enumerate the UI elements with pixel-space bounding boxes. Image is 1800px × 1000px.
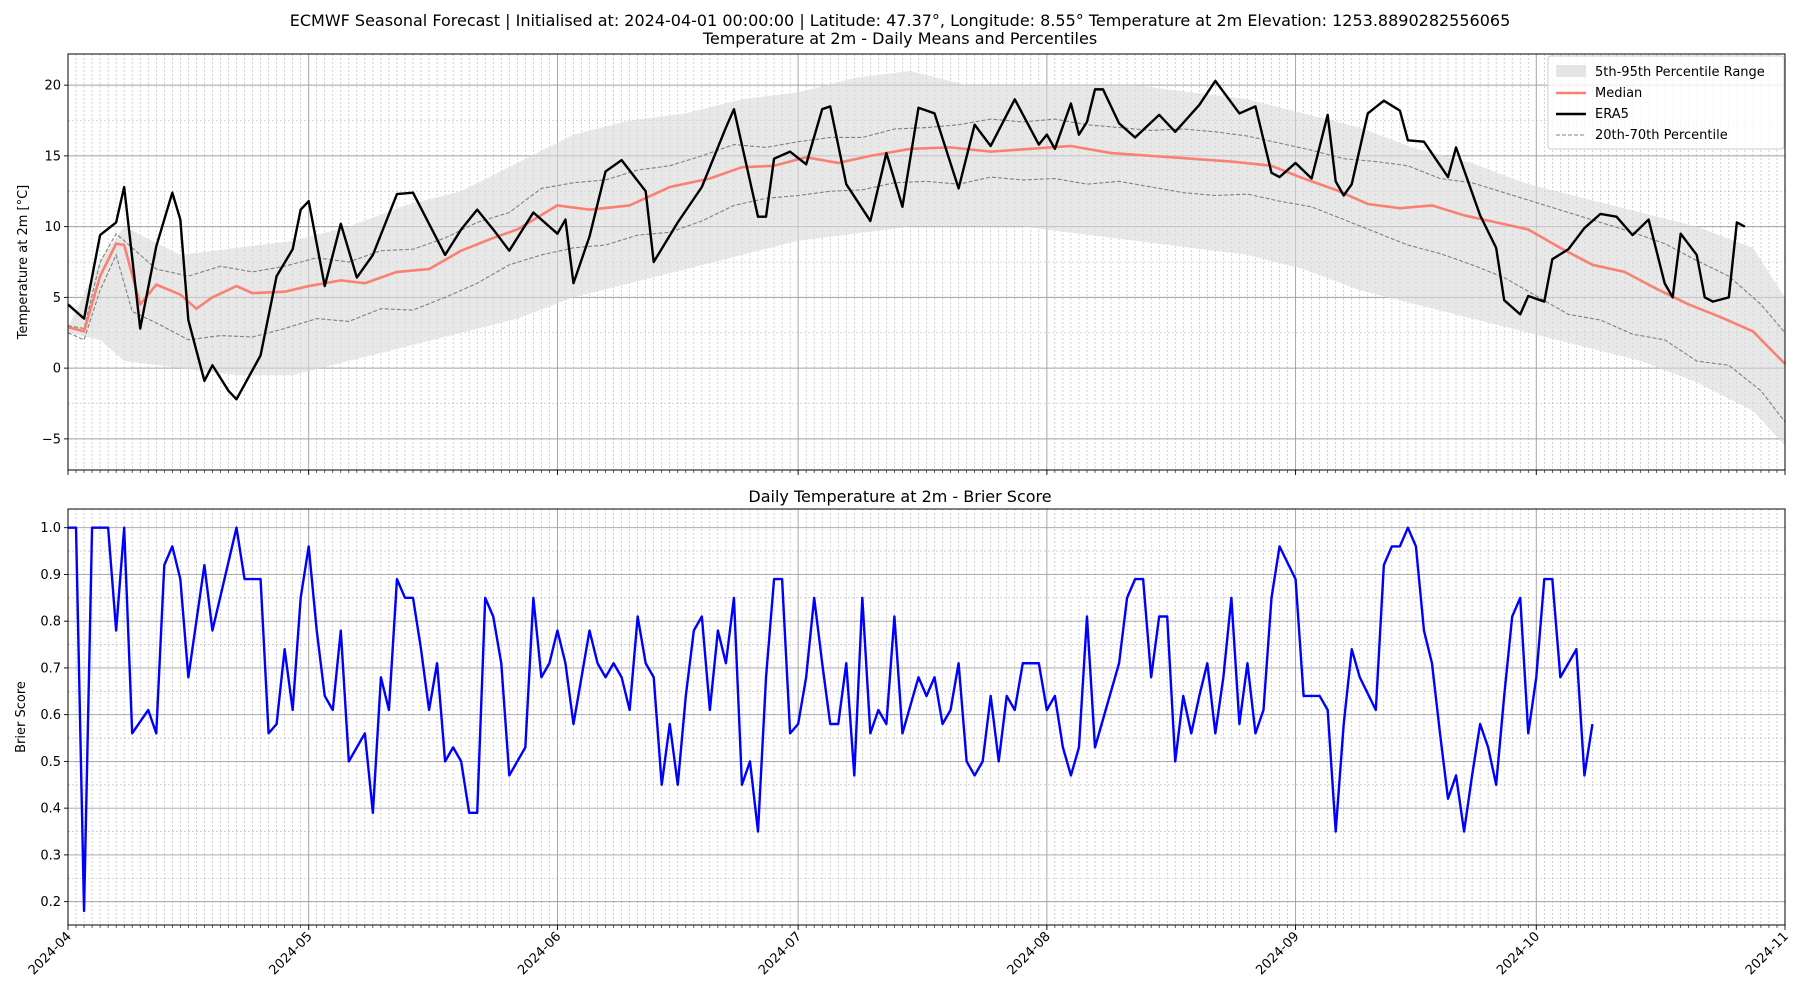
legend-label-percentile: 20th-70th Percentile	[1595, 128, 1728, 143]
top-y-tick-label: 20	[44, 79, 61, 94]
legend-swatch-band	[1556, 65, 1586, 77]
legend-label-median: Median	[1595, 86, 1642, 101]
figure-suptitle: ECMWF Seasonal Forecast | Initialised at…	[290, 11, 1511, 30]
bottom-y-tick-label: 0.8	[40, 615, 61, 630]
bottom-chart-grid	[67, 509, 1786, 926]
bottom-y-tick-label: 0.2	[40, 895, 61, 910]
bottom-chart-title: Daily Temperature at 2m - Brier Score	[748, 487, 1051, 506]
top-y-tick-label: 0	[53, 362, 61, 377]
bottom-y-tick-label: 0.7	[40, 661, 61, 676]
median-line	[67, 144, 1786, 365]
bottom-y-tick-label: 0.6	[40, 708, 61, 723]
bottom-y-tick-label: 1.0	[40, 521, 61, 536]
top-y-tick-label: 15	[44, 149, 61, 164]
bottom-chart-axes: 0.2 0.3 0.4 0.5 0.6 0.7 0.8 0.9 1.0	[40, 508, 1786, 930]
top-y-axis-label: Temperature at 2m [°C]	[16, 185, 31, 340]
era5-line	[67, 79, 1746, 401]
bottom-y-tick-label: 0.9	[40, 568, 61, 583]
top-y-tick-label: 5	[53, 291, 61, 306]
top-axes-frame	[67, 53, 1786, 471]
top-chart-plot-area	[67, 70, 1786, 446]
legend-frame	[1547, 55, 1785, 150]
top-y-tick-label: −5	[42, 432, 61, 447]
bottom-y-tick-label: 0.4	[40, 802, 61, 817]
bottom-axes-frame	[67, 508, 1786, 926]
legend: 5th-95th Percentile Range Median ERA5 20…	[1547, 55, 1785, 150]
bottom-y-axis-label: Brier Score	[14, 681, 29, 753]
legend-label-era5: ERA5	[1595, 107, 1629, 122]
top-chart-axes: −5 0 5 10 15 20	[42, 53, 1786, 475]
brier-score-line	[68, 526, 1594, 913]
bottom-y-tick-label: 0.3	[40, 848, 61, 863]
top-y-tick-label: 10	[44, 220, 61, 235]
bottom-y-tick-label: 0.5	[40, 755, 61, 770]
percentile-70-line	[67, 118, 1786, 334]
legend-label-band: 5th-95th Percentile Range	[1595, 65, 1765, 80]
bottom-chart-plot-area	[68, 526, 1594, 913]
top-chart-title: Temperature at 2m - Daily Means and Perc…	[702, 29, 1097, 48]
